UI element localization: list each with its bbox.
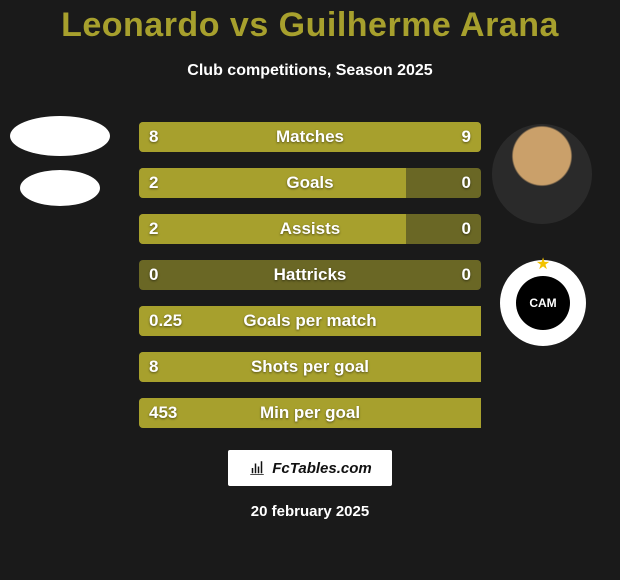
stat-label: Matches bbox=[139, 122, 481, 152]
stat-value-right: 0 bbox=[462, 214, 471, 244]
stat-row: 453Min per goal bbox=[139, 398, 481, 428]
stat-value-right: 9 bbox=[462, 122, 471, 152]
player-right-avatar bbox=[492, 124, 592, 224]
club-shield-label: CAM bbox=[529, 296, 556, 310]
club-shield: CAM bbox=[516, 276, 570, 330]
stat-row: 8Matches9 bbox=[139, 122, 481, 152]
stat-label: Assists bbox=[139, 214, 481, 244]
stat-row: 2Goals0 bbox=[139, 168, 481, 198]
player-right-club-badge: ★ CAM bbox=[500, 260, 586, 346]
brand-label: FcTables.com bbox=[272, 460, 371, 477]
stat-label: Shots per goal bbox=[139, 352, 481, 382]
stats-bars: 8Matches92Goals02Assists00Hattricks00.25… bbox=[139, 122, 481, 444]
stat-row: 0.25Goals per match bbox=[139, 306, 481, 336]
footer-date: 20 february 2025 bbox=[0, 503, 620, 520]
stat-label: Goals per match bbox=[139, 306, 481, 336]
stat-label: Goals bbox=[139, 168, 481, 198]
player-left-club-badge bbox=[20, 170, 100, 206]
stat-value-right: 0 bbox=[462, 260, 471, 290]
club-star-icon: ★ bbox=[536, 254, 550, 274]
stat-row: 2Assists0 bbox=[139, 214, 481, 244]
player-left-avatar bbox=[10, 116, 110, 156]
stat-value-right: 0 bbox=[462, 168, 471, 198]
chart-icon bbox=[248, 459, 266, 477]
page-title: Leonardo vs Guilherme Arana bbox=[0, 6, 620, 45]
subtitle: Club competitions, Season 2025 bbox=[0, 62, 620, 80]
club-badge-circle: ★ CAM bbox=[500, 260, 586, 346]
stat-label: Min per goal bbox=[139, 398, 481, 428]
stat-label: Hattricks bbox=[139, 260, 481, 290]
stat-row: 0Hattricks0 bbox=[139, 260, 481, 290]
brand-logo: FcTables.com bbox=[228, 450, 392, 486]
stat-row: 8Shots per goal bbox=[139, 352, 481, 382]
